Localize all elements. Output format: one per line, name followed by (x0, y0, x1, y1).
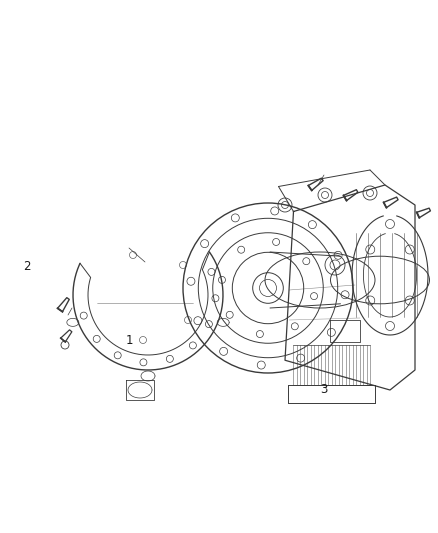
Text: 1: 1 (125, 334, 133, 346)
Text: 2: 2 (23, 260, 31, 273)
Text: 3: 3 (321, 383, 328, 395)
